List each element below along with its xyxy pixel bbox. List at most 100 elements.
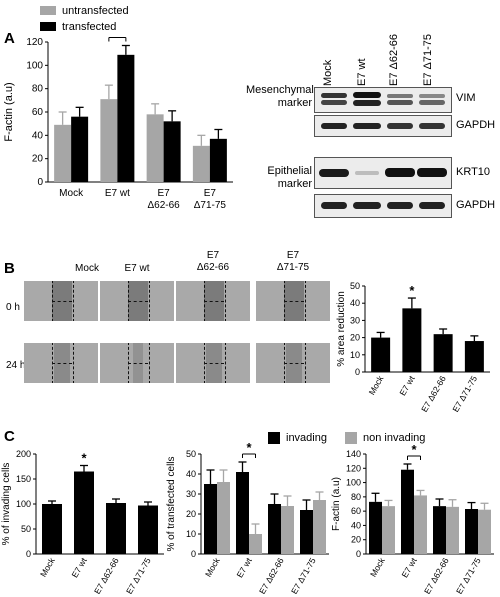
micrograph-e7-wt-0h (100, 281, 174, 321)
category-label-e7-62-66: E7 Δ62-66 (92, 556, 121, 594)
y-tick-label: 80 (32, 84, 44, 95)
micrograph-e7-d71-75-24h (256, 343, 330, 383)
significance-star: * (409, 283, 415, 298)
category-label-e7-62-66: E7 Δ62-66 (147, 188, 180, 211)
category-label-mock: Mock (38, 555, 57, 578)
bar-e7-wt-non-invading (414, 495, 427, 554)
bar-e7-71-75-non-invading (478, 509, 491, 554)
category-label-e7-71-75: E7 Δ71-75 (124, 556, 153, 594)
bar-mock-invading (204, 484, 217, 554)
wound-row-0h: 0 h (6, 302, 20, 313)
bar-e7-wt (402, 308, 422, 372)
significance-star: * (411, 442, 417, 457)
bar-e7-71-75-invading (300, 510, 313, 554)
y-tick-label: 10 (186, 529, 196, 539)
panel-letter-a: A (4, 30, 15, 47)
y-axis-label: F-actin (a.u) (331, 477, 342, 531)
legend-c: invading non invading (268, 432, 425, 444)
bar-e7-71-75-invading (465, 509, 478, 554)
bar-e7-62-66-invading (268, 504, 281, 554)
y-tick-label: 20 (350, 333, 360, 343)
category-label-e7-62-66: E7 Δ62-66 (419, 374, 448, 414)
wound-row-24h: 24 h (6, 360, 26, 371)
bar-mock (42, 504, 62, 554)
panel-letter-b: B (4, 260, 15, 277)
y-tick-label: 60 (32, 107, 44, 118)
micrograph-e7-wt-24h (100, 343, 174, 383)
bar-e7-wt-non-invading (249, 534, 262, 554)
significance-star: * (115, 36, 121, 39)
y-tick-label: 200 (16, 449, 31, 459)
gapdh-label-1: GAPDH (456, 119, 496, 131)
vim-label: VIM (456, 92, 476, 104)
bar-e7-71-75 (464, 341, 484, 372)
significance-star: * (246, 442, 252, 455)
bar-mock (371, 337, 391, 372)
y-tick-label: 100 (346, 478, 361, 488)
micrograph-mock-24h (24, 343, 98, 383)
bar-mock-untransfected (54, 124, 72, 182)
micrograph-e7-d62-66-0h (176, 281, 250, 321)
y-tick-label: 80 (351, 492, 361, 502)
micrograph-mock-0h (24, 281, 98, 321)
bar-e7-62-66-invading (433, 506, 446, 554)
y-tick-label: 0 (191, 549, 196, 559)
y-tick-label: 20 (32, 154, 44, 165)
legend-label-non-invading: non invading (362, 432, 426, 444)
y-tick-label: 40 (351, 520, 361, 530)
category-label-e7-wt: E7 wt (397, 373, 417, 397)
bar-e7-wt (74, 471, 94, 554)
category-label-e7-62-66: E7 Δ62-66 (422, 556, 451, 594)
y-tick-label: 0 (355, 367, 360, 377)
lane-label-e7-d62-66: E7 Δ62-66 (388, 34, 400, 86)
y-tick-label: 40 (350, 298, 360, 308)
bar-mock-non-invading (382, 506, 395, 554)
category-label-e7-wt: E7 wt (105, 188, 130, 199)
bar-e7-wt-invading (401, 469, 414, 554)
bar-mock-non-invading (217, 482, 230, 554)
bar-e7-wt-untransfected (100, 99, 118, 182)
blot-gapdh-1 (314, 115, 452, 137)
y-tick-label: 150 (16, 474, 31, 484)
bar-e7-62-66-transfected (163, 121, 181, 182)
bar-e7-71-75-non-invading (313, 500, 326, 554)
y-tick-label: 0 (37, 177, 43, 188)
wound-col-mock: Mock (75, 263, 99, 274)
lane-label-e7-wt: E7 wt (356, 58, 368, 86)
y-tick-label: 40 (32, 130, 44, 141)
bar-e7-62-66-untransfected (146, 114, 164, 182)
y-tick-label: 10 (350, 350, 360, 360)
epithelial-marker-label: Epithelial marker (267, 165, 312, 190)
category-label-e7-wt: E7 wt (234, 555, 254, 579)
y-tick-label: 0 (356, 549, 361, 559)
legend-label-transfected: transfected (62, 20, 117, 33)
chart-a: 0 20 40 60 80 100 120 F-actin (a.u) Mock E7 wt E7 Δ… (3, 36, 233, 211)
y-tick-label: 50 (21, 524, 31, 534)
wound-col-e7-wt: E7 wt (124, 263, 150, 274)
chart-c3: 0 20 40 60 80 100 120 140 F-actin (a.u) Mock E7 wt… (331, 442, 494, 594)
y-tick-label: 100 (16, 499, 31, 509)
micrograph-e7-d71-75-0h (256, 281, 330, 321)
bar-e7-62-66 (106, 503, 126, 554)
chart-c1: 0 50 100 150 200 % of invading cells Mock E7 wt… (1, 449, 164, 594)
significance-star: * (81, 451, 87, 466)
category-label-e7-71-75: E7 Δ71-75 (454, 556, 483, 594)
blot-gapdh-2 (314, 194, 452, 218)
gapdh-label-2: GAPDH (456, 199, 496, 211)
bar-e7-71-75 (138, 505, 158, 554)
wound-col-e7-d71-75: E7 Δ71-75 (276, 250, 310, 273)
bar-e7-62-66-non-invading (281, 506, 294, 554)
category-label-mock: Mock (367, 373, 386, 396)
y-tick-label: 60 (351, 506, 361, 516)
blot-krt10 (314, 157, 452, 189)
category-label-e7-wt: E7 wt (399, 555, 419, 579)
y-tick-label: 120 (26, 37, 43, 48)
category-label-e7-71-75: E7 Δ71-75 (289, 556, 318, 594)
bar-e7-71-75-transfected (209, 138, 227, 182)
mesenchymal-marker-label: Mesenchymal marker (246, 84, 314, 109)
y-tick-label: 50 (186, 449, 196, 459)
y-tick-label: 100 (26, 60, 43, 71)
y-tick-label: 120 (346, 463, 361, 473)
y-tick-label: 20 (351, 535, 361, 545)
category-label-e7-wt: E7 wt (69, 555, 89, 579)
